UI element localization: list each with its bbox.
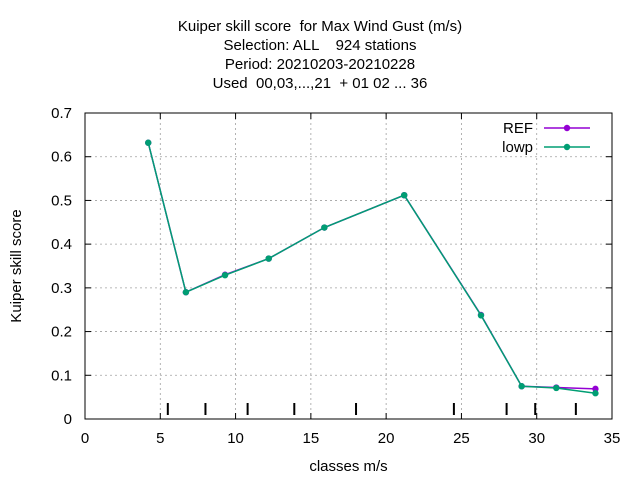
x-tick-label: 0: [81, 430, 89, 447]
y-tick-label: 0.6: [51, 149, 72, 166]
data-point: [321, 224, 328, 231]
y-tick-label: 0.5: [51, 192, 72, 209]
y-tick-label: 0.3: [51, 280, 72, 297]
data-point: [401, 191, 408, 199]
series: [145, 139, 599, 397]
data-point: [265, 255, 272, 262]
x-tick-label: 5: [156, 430, 164, 447]
data-point: [145, 139, 152, 146]
legend-marker: [563, 124, 571, 132]
plot-frame: [84, 112, 613, 420]
y-tick-label: 0.2: [51, 324, 72, 341]
legend: REF lowp: [502, 120, 590, 156]
x-tick-labels: 0 5 10 15 20 25 30 35: [81, 430, 621, 447]
x-axis-label: classes m/s: [309, 458, 387, 475]
data-point: [518, 383, 525, 390]
class-boundary-ticks: [166, 403, 577, 415]
data-point: [553, 384, 560, 392]
x-tick-label: 25: [453, 430, 470, 447]
chart-title-line-3: Period: 20210203-20210228: [224, 56, 416, 73]
series-lowp: [145, 139, 599, 397]
x-tick-label: 35: [604, 430, 621, 447]
x-tick-label: 20: [378, 430, 395, 447]
x-tick-label: 15: [303, 430, 320, 447]
data-point: [221, 271, 229, 279]
data-point: [477, 312, 485, 319]
chart-title-line-1: Kuiper skill score for Max Wind Gust (m/…: [177, 18, 463, 35]
data-point: [592, 390, 599, 397]
chart-title-line-2: Selection: ALL 924 stations: [223, 37, 417, 54]
x-tick-label: 10: [227, 430, 244, 447]
y-tick-labels: 0 0.1 0.2 0.3 0.4 0.5 0.6 0.7: [51, 105, 72, 428]
series-line: [147, 142, 596, 390]
data-point: [592, 385, 599, 393]
y-tick-label: 0.4: [51, 236, 72, 253]
legend-label: REF: [503, 120, 533, 137]
grid: [85, 113, 612, 419]
series-ref: [145, 139, 599, 393]
x-tick-label: 30: [528, 430, 545, 447]
axis-ticks: [84, 112, 613, 420]
y-tick-label: 0.1: [51, 367, 72, 384]
series-line: [147, 142, 596, 394]
y-tick-label: 0: [64, 411, 72, 428]
legend-marker: [563, 143, 571, 151]
y-axis-label: Kuiper skill score: [8, 209, 25, 322]
chart-title-line-4: Used 00,03,...,21 + 01 02 ... 36: [212, 75, 428, 92]
data-point: [182, 289, 190, 296]
legend-label: lowp: [502, 139, 533, 156]
y-tick-label: 0.7: [51, 105, 72, 122]
